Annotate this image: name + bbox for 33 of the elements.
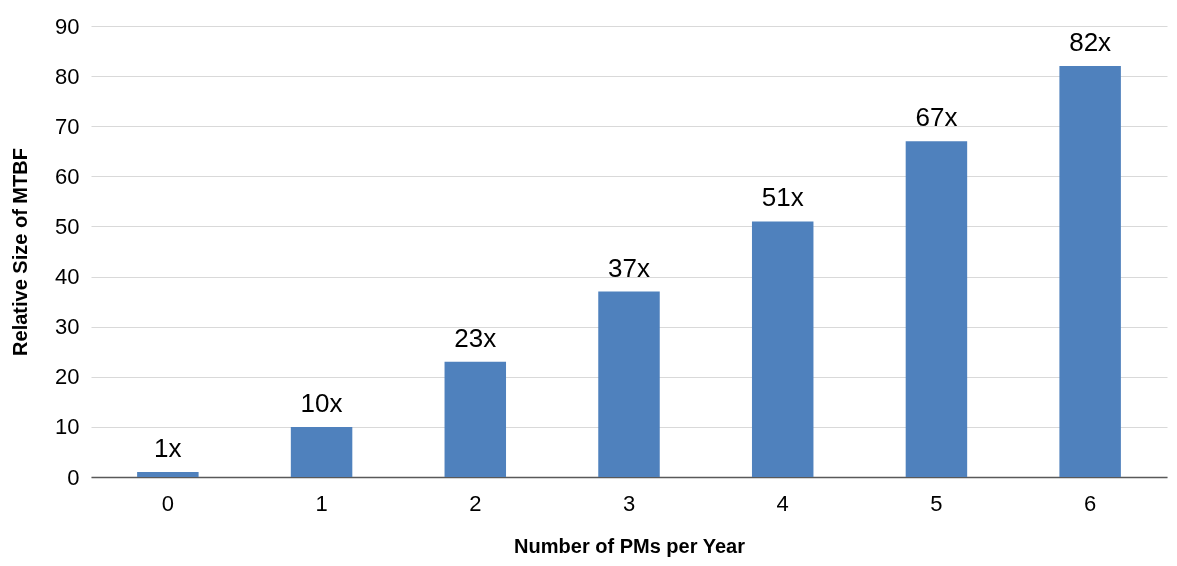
bar xyxy=(1059,66,1121,477)
y-tick-label: 0 xyxy=(67,464,80,490)
y-tick-label: 60 xyxy=(55,163,80,189)
x-tick-label: 0 xyxy=(161,490,174,516)
y-tick-label: 20 xyxy=(55,364,80,390)
y-tick-label: 30 xyxy=(55,314,80,340)
y-tick-label: 90 xyxy=(55,13,80,39)
data-label: 51x xyxy=(761,182,804,213)
data-label: 23x xyxy=(454,322,497,353)
x-tick-label: 5 xyxy=(930,490,943,516)
y-tick-label: 40 xyxy=(55,264,80,290)
bar xyxy=(598,291,660,477)
y-tick-label: 80 xyxy=(55,63,80,89)
y-axis-title: Relative Size of MTBF xyxy=(9,148,32,356)
bar xyxy=(905,141,968,477)
bar xyxy=(137,471,199,477)
bar xyxy=(290,426,353,477)
x-axis-title: Number of PMs per Year xyxy=(514,534,746,557)
data-label: 82x xyxy=(1069,27,1112,58)
x-tick-label: 6 xyxy=(1084,490,1097,516)
x-tick-label: 1 xyxy=(315,490,328,516)
data-label: 37x xyxy=(608,252,650,283)
data-label: 67x xyxy=(915,102,958,133)
y-tick-label: 70 xyxy=(55,113,80,139)
data-label: 10x xyxy=(300,387,343,418)
y-tick-label: 10 xyxy=(55,414,80,440)
x-tick-label: 2 xyxy=(469,490,482,516)
x-tick-label: 3 xyxy=(622,490,636,516)
y-tick-label: 50 xyxy=(55,213,80,239)
bar xyxy=(444,361,507,477)
data-label: 1x xyxy=(154,432,182,463)
x-tick-label: 4 xyxy=(776,490,789,516)
bar xyxy=(751,221,814,477)
